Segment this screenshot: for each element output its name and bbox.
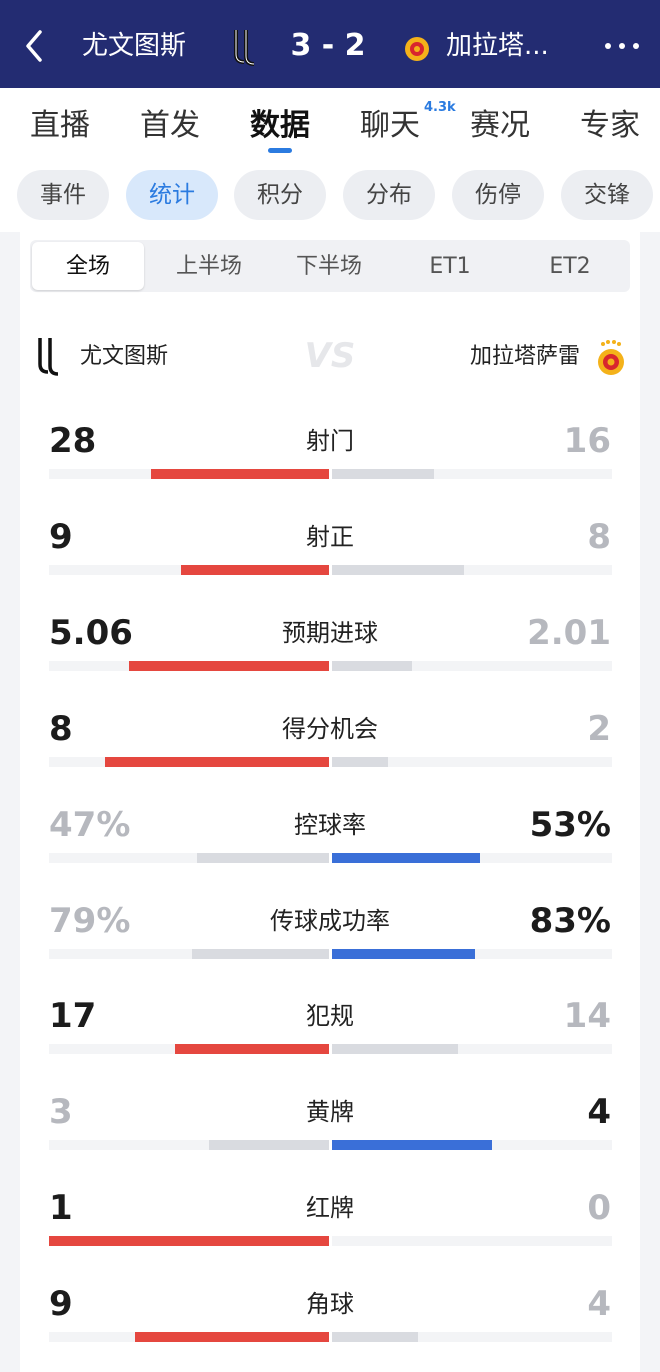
stat-label: 角球	[306, 1290, 354, 1319]
away-value: 8	[587, 516, 611, 557]
home-bar	[180, 564, 329, 575]
away-bar	[332, 1332, 419, 1343]
filter[interactable]: 积分	[234, 170, 326, 220]
stat-label: 得分机会	[282, 714, 378, 743]
period-active	[32, 242, 144, 290]
away-bar	[332, 852, 481, 863]
vs-mark: VS	[304, 336, 356, 376]
filter[interactable]: 伤停	[452, 170, 544, 220]
home-team-name: 尤文图斯	[80, 344, 169, 369]
filter[interactable]: 分布	[343, 170, 435, 220]
more-button[interactable]	[600, 38, 644, 54]
filter[interactable]: 事件	[17, 170, 109, 220]
away-team-name: 加拉塔萨雷	[469, 344, 580, 369]
away-bar	[332, 756, 388, 767]
home-logo	[234, 30, 255, 66]
away-bar	[332, 1140, 492, 1151]
home-value: 9	[49, 516, 73, 557]
tab[interactable]: 专家	[580, 108, 640, 143]
away-logo	[598, 340, 624, 375]
bar-track	[332, 1044, 612, 1055]
period[interactable]: 全场	[65, 254, 110, 279]
away-bar	[332, 564, 464, 575]
home-logo	[38, 338, 59, 376]
bar-track	[332, 756, 612, 767]
filter-active[interactable]: 统计	[126, 170, 218, 220]
stat-label: 红牌	[306, 1194, 354, 1223]
bar-track	[332, 1236, 612, 1247]
tab-bar: 直播 首发 数据 聊天 赛况 专家	[0, 88, 660, 158]
away-bar	[332, 660, 412, 671]
home-value: 8	[49, 708, 73, 749]
home-value: 47%	[49, 804, 131, 845]
home-value: 28	[49, 421, 97, 461]
away-bar	[332, 1044, 459, 1055]
away-bar	[332, 469, 434, 479]
tab-active[interactable]: 数据	[250, 108, 310, 143]
home-value: 5.06	[49, 612, 133, 653]
tab[interactable]: 直播	[30, 108, 90, 143]
period[interactable]: 上半场	[175, 254, 242, 279]
bar-track	[49, 852, 329, 863]
home-bar	[197, 852, 329, 863]
away-value: 14	[563, 996, 611, 1037]
back-button[interactable]	[20, 28, 50, 64]
home-bar	[209, 1140, 329, 1151]
top-bar: 尤文图斯 3 - 2 加拉塔...	[0, 0, 660, 88]
away-value: 0	[587, 1188, 611, 1229]
home-value: 9	[49, 1284, 73, 1325]
stats-card	[20, 232, 640, 1372]
away-value: 2	[587, 708, 611, 749]
home-bar	[128, 660, 329, 671]
filter[interactable]: 交锋	[561, 170, 653, 220]
filter-bar: 事件 统计 积分 分布 伤停 交锋	[0, 158, 660, 232]
home-value: 79%	[49, 900, 131, 941]
stat-label: 控球率	[294, 810, 366, 839]
home-value: 1	[49, 1188, 73, 1229]
home-bar	[175, 1044, 329, 1055]
stat-label: 射门	[306, 427, 354, 455]
away-value: 16	[563, 421, 611, 461]
score: 3 - 2	[290, 28, 366, 63]
period[interactable]: ET2	[549, 254, 591, 279]
home-bar	[135, 1332, 329, 1343]
bar-track	[332, 660, 612, 671]
stat-label: 射正	[306, 522, 354, 551]
home-team: 尤文图斯	[82, 31, 187, 61]
home-value: 17	[49, 996, 97, 1037]
home-bar	[192, 948, 329, 959]
stat-label: 传球成功率	[270, 906, 390, 935]
bar-track	[332, 1332, 612, 1343]
away-value: 53%	[529, 804, 611, 845]
bar-track	[49, 948, 329, 959]
away-value: 83%	[529, 900, 611, 941]
away-bar	[332, 948, 476, 959]
tab[interactable]: 赛况	[470, 108, 530, 143]
stat-label: 犯规	[306, 1002, 354, 1031]
bar-track	[49, 1140, 329, 1151]
period[interactable]: 下半场	[295, 254, 362, 279]
home-bar	[49, 1236, 329, 1247]
tab[interactable]: 首发	[140, 108, 200, 143]
away-value: 4	[587, 1284, 611, 1325]
chat-badge: 4.3k	[424, 100, 456, 115]
stat-label: 黄牌	[306, 1098, 354, 1127]
away-logo	[405, 37, 429, 61]
stat-label: 预期进球	[282, 618, 378, 647]
tab[interactable]: 聊天	[360, 108, 420, 143]
away-team: 加拉塔...	[446, 31, 549, 61]
period[interactable]: ET1	[429, 254, 471, 279]
home-bar	[150, 469, 329, 479]
away-value: 4	[587, 1092, 611, 1133]
away-value: 2.01	[527, 612, 611, 653]
bar-track	[332, 469, 612, 479]
home-value: 3	[49, 1092, 73, 1133]
bar-track	[332, 564, 612, 575]
home-bar	[105, 756, 329, 767]
tab-underline	[268, 148, 292, 153]
